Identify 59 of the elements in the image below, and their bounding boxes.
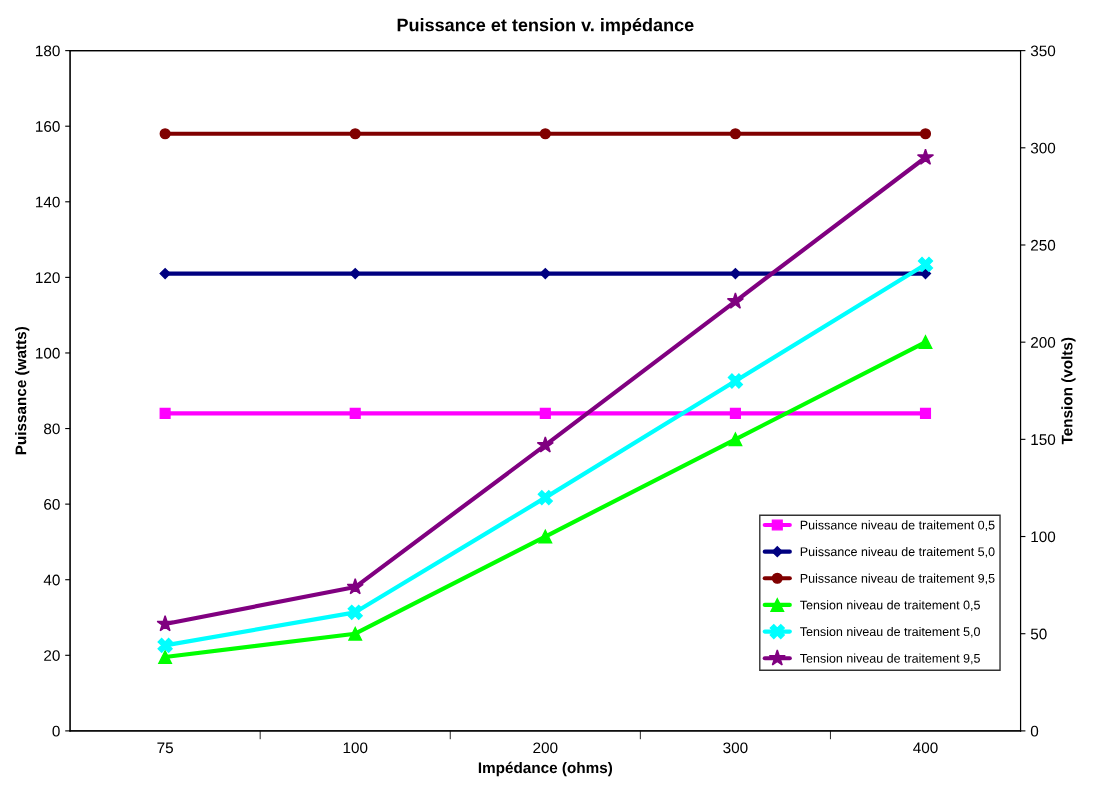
chart-title: Puissance et tension v. impédance — [397, 17, 694, 35]
point — [538, 529, 553, 544]
point — [349, 407, 361, 419]
y-axis-title: Puissance (watts) — [15, 326, 30, 455]
y2-tick-label: 250 — [1031, 239, 1056, 251]
legend-label: Tension niveau de traitement 5,0 — [800, 626, 980, 638]
legend-label: Puissance niveau de traitement 0,5 — [800, 520, 995, 531]
point — [539, 407, 551, 419]
y-tick-label: 20 — [44, 650, 60, 661]
point — [159, 267, 171, 280]
x-tick-label: 75 — [157, 742, 173, 754]
x-tick-label: 200 — [533, 742, 558, 754]
y-tick-label: 180 — [36, 45, 60, 57]
y2-tick-label: 0 — [1030, 725, 1039, 737]
y2-tick-label: 150 — [1031, 434, 1056, 446]
x-axis-title: Impédance (ohms) — [478, 761, 613, 777]
point — [916, 148, 935, 165]
y2-axis-title: Tension (volts) — [1061, 337, 1076, 445]
point — [919, 128, 932, 140]
x-tick-label: 300 — [723, 742, 748, 754]
y-tick-label: 60 — [44, 499, 60, 510]
y-tick-label: 160 — [36, 121, 60, 132]
y2-tick-label: 200 — [1031, 337, 1056, 348]
point — [919, 407, 932, 419]
point — [537, 490, 553, 506]
y-tick-label: 140 — [36, 196, 60, 208]
x-tick-label: 400 — [913, 742, 938, 754]
point — [918, 335, 933, 350]
point — [917, 256, 934, 273]
point — [539, 128, 551, 140]
y2-tick-label: 300 — [1030, 142, 1056, 154]
point — [348, 626, 363, 641]
point — [159, 128, 171, 140]
y-tick-label: 80 — [44, 423, 60, 435]
point — [346, 578, 364, 595]
point — [727, 373, 744, 389]
y2-tick-label: 350 — [1030, 45, 1056, 57]
point — [349, 128, 361, 140]
point — [728, 432, 743, 447]
point — [729, 407, 741, 419]
y2-tick-label: 50 — [1030, 628, 1047, 640]
y2-tick-label: 100 — [1031, 531, 1056, 543]
y-tick-label: 100 — [36, 347, 60, 359]
legend-label: Puissance niveau de traitement 9,5 — [800, 573, 995, 585]
legend-label: Tension niveau de traitement 0,5 — [800, 600, 980, 611]
point — [156, 614, 174, 632]
y-tick-label: 0 — [52, 725, 60, 737]
y-tick-label: 120 — [36, 272, 60, 284]
point — [536, 436, 554, 453]
legend-label: Puissance niveau de traitement 5,0 — [800, 546, 995, 558]
point — [158, 650, 173, 664]
point — [347, 604, 363, 620]
point — [726, 292, 745, 309]
point — [159, 407, 171, 419]
y-tick-label: 40 — [43, 574, 60, 586]
point — [729, 128, 741, 140]
legend-label: Tension niveau de traitement 9,5 — [800, 653, 980, 665]
x-tick-label: 100 — [343, 742, 368, 754]
point — [157, 637, 173, 654]
